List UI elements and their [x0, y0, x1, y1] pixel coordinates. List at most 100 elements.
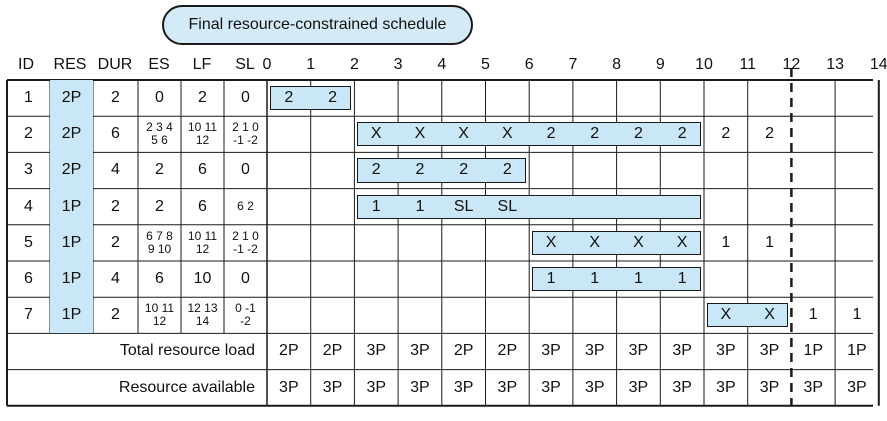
period-mark: 1: [633, 270, 643, 288]
time-tick: 14: [869, 56, 887, 73]
task-sl: 0: [241, 161, 250, 179]
period-mark: 1: [415, 197, 425, 215]
period-mark: 1: [852, 306, 862, 324]
task-es: 2: [155, 197, 164, 215]
period-mark: 2: [546, 125, 556, 143]
time-tick: 9: [655, 56, 665, 73]
activity-bar: [270, 86, 352, 111]
task-res: 1P: [61, 233, 82, 251]
time-tick: 3: [393, 56, 403, 73]
summary-value: 3P: [716, 378, 736, 396]
res-column-highlight: [50, 80, 93, 334]
summary-value: 2P: [497, 342, 518, 360]
task-es: 0: [155, 89, 164, 107]
task-dur: 4: [111, 161, 120, 179]
period-mark: X: [545, 233, 557, 251]
summary-value: 3P: [672, 378, 692, 396]
period-mark: X: [502, 125, 513, 143]
summary-value: 3P: [541, 378, 561, 396]
summary-value: 3P: [279, 378, 299, 396]
task-lf: 2: [198, 89, 207, 107]
task-lf: 12 13 14: [187, 301, 218, 329]
period-mark: 1: [765, 233, 774, 251]
period-mark: 1: [590, 270, 600, 288]
task-id: 3: [24, 161, 33, 179]
task-id: 5: [24, 233, 33, 251]
task-id: 1: [24, 89, 33, 107]
summary-value: 2P: [322, 342, 343, 360]
header-sl: SL: [235, 56, 255, 73]
time-tick: 13: [826, 56, 844, 73]
period-mark: X: [676, 233, 688, 251]
period-mark: 1: [546, 270, 556, 288]
task-es: 2: [155, 161, 164, 179]
summary-value: 3P: [803, 378, 824, 396]
period-mark: 2: [328, 89, 337, 107]
period-mark: 1: [808, 306, 818, 324]
task-dur: 2: [111, 233, 120, 251]
task-id: 7: [24, 306, 33, 324]
task-es: 10 11 12: [144, 301, 175, 329]
task-id: 4: [24, 197, 33, 215]
task-id: 2: [24, 125, 33, 143]
time-tick: 10: [695, 56, 713, 73]
task-lf: 10 11 12: [187, 228, 218, 256]
task-dur: 2: [111, 306, 120, 324]
task-res: 1P: [61, 270, 82, 288]
activity-bar: [532, 230, 701, 255]
period-mark: SL: [453, 197, 474, 215]
summary-value: 3P: [322, 378, 343, 396]
task-sl: 6 2: [237, 199, 254, 214]
time-tick: 11: [739, 56, 756, 73]
task-id: 6: [24, 270, 33, 288]
task-es: 6: [155, 270, 164, 288]
activity-bar: [357, 158, 527, 183]
summary-value: 3P: [628, 342, 649, 360]
summary-value: 3P: [584, 378, 605, 396]
period-mark: X: [370, 125, 382, 143]
time-tick: 7: [568, 56, 578, 73]
time-tick: 12: [782, 56, 801, 73]
time-tick: 5: [481, 56, 490, 73]
summary-value: 3P: [716, 342, 736, 360]
time-tick: 4: [437, 56, 447, 73]
period-mark: 2: [415, 161, 425, 179]
summary-value: 1P: [847, 342, 867, 360]
period-mark: 2: [459, 161, 469, 179]
period-mark: 2: [765, 125, 774, 143]
task-lf: 6: [198, 161, 207, 179]
task-dur: 6: [111, 125, 120, 143]
task-sl: 0 -1 -2: [235, 301, 256, 329]
activity-bar: [357, 122, 701, 147]
period-mark: 1: [371, 197, 381, 215]
summary-value: 3P: [453, 378, 474, 396]
period-mark: 2: [284, 89, 294, 107]
summary-value: 3P: [497, 378, 518, 396]
header-res: RES: [53, 56, 87, 73]
header-lf: LF: [192, 56, 212, 73]
activity-bar: [532, 267, 701, 292]
summary-value: 3P: [410, 342, 430, 360]
summary-label: Total resource load: [119, 342, 255, 360]
task-sl: 2 1 0 -1 -2: [232, 228, 259, 256]
summary-value: 3P: [541, 342, 561, 360]
period-mark: 1: [721, 233, 731, 251]
task-res: 2P: [61, 89, 82, 107]
period-mark: SL: [497, 197, 518, 215]
task-sl: 2 1 0 -1 -2: [232, 120, 259, 148]
task-res: 2P: [61, 125, 82, 143]
header-dur: DUR: [97, 56, 133, 73]
header-es: ES: [148, 56, 170, 73]
time-tick: 0: [262, 56, 272, 73]
task-lf: 6: [198, 197, 207, 215]
period-mark: X: [458, 125, 469, 143]
period-mark: X: [589, 233, 601, 251]
period-mark: 2: [590, 125, 600, 143]
period-mark: X: [633, 233, 644, 251]
summary-value: 3P: [847, 378, 867, 396]
task-res: 2P: [61, 161, 82, 179]
task-lf: 10: [193, 270, 212, 288]
period-mark: X: [764, 306, 775, 324]
